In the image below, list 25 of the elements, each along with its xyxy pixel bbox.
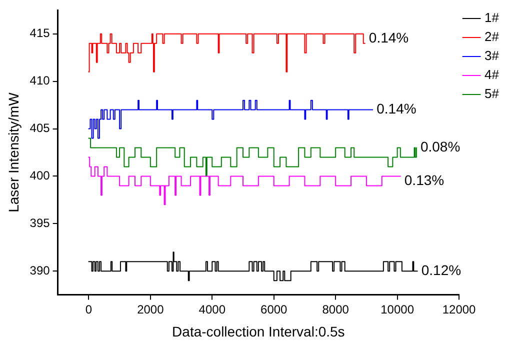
x-tick-label: 0 bbox=[85, 302, 92, 316]
x-tick-label: 6000 bbox=[260, 302, 288, 316]
annotation: 0.13% bbox=[404, 172, 444, 188]
legend-label: 1# bbox=[484, 10, 500, 26]
annotation: 0.14% bbox=[376, 100, 416, 117]
x-tick-label: 12000 bbox=[442, 302, 476, 316]
annotation: 0.12% bbox=[421, 262, 462, 278]
annotation: 0.08% bbox=[420, 138, 460, 155]
legend-label: 5# bbox=[484, 86, 500, 102]
legend-label: 2# bbox=[484, 29, 500, 44]
y-axis-title: Laser Intensity/mW bbox=[5, 92, 22, 212]
y-tick-label: 410 bbox=[30, 74, 50, 88]
y-tick-label: 400 bbox=[30, 168, 50, 183]
y-tick-label: 415 bbox=[30, 26, 50, 40]
y-tick-label: 405 bbox=[30, 121, 50, 136]
legend-label: 4# bbox=[484, 67, 500, 82]
x-tick-label: 4000 bbox=[198, 302, 226, 316]
x-tick-label: 10000 bbox=[380, 302, 414, 316]
legend-label: 3# bbox=[484, 48, 500, 64]
y-tick-label: 395 bbox=[30, 216, 50, 230]
x-tick-label: 2000 bbox=[137, 302, 164, 316]
x-tick-label: 8000 bbox=[322, 302, 350, 316]
x-axis-title: Data-collection Interval:0.5s bbox=[172, 323, 345, 340]
annotation: 0.14% bbox=[368, 30, 409, 46]
y-tick-label: 390 bbox=[30, 263, 50, 278]
